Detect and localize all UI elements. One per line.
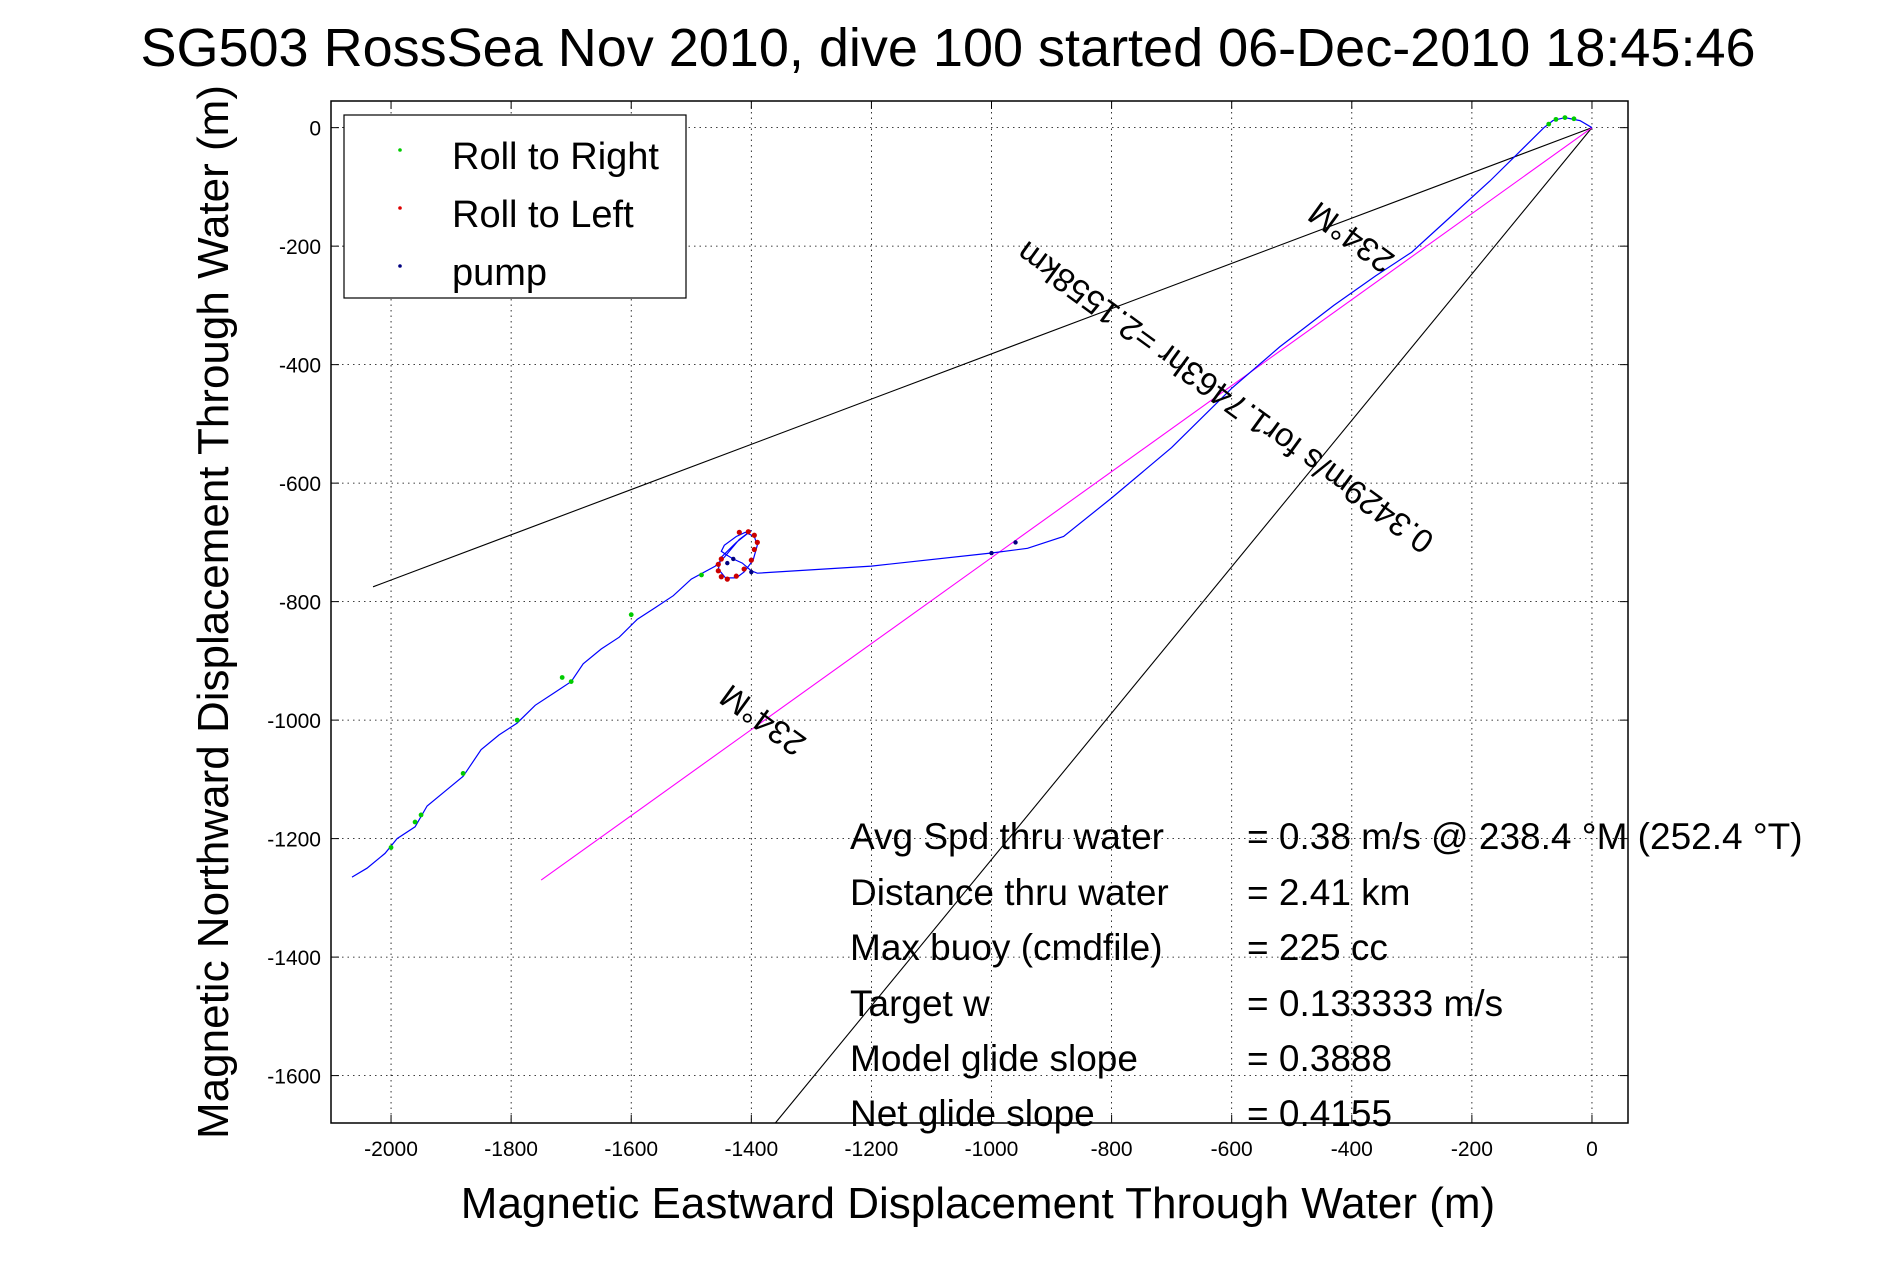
x-tick-label: -2000 <box>364 1138 418 1161</box>
y-tick-label: -1600 <box>267 1066 321 1089</box>
reference-lines <box>372 127 1593 1124</box>
roll-left-point <box>736 529 742 535</box>
x-axis-label: Magnetic Eastward Displacement Through W… <box>461 1179 1495 1228</box>
dive-statistics: Avg Spd thru water = 0.38 m/s @ 238.4 °M… <box>850 816 1803 1134</box>
stat-net-glide-label: Net glide slope <box>850 1093 1095 1134</box>
pump-point <box>989 550 994 556</box>
roll-left-point <box>715 568 721 574</box>
roll-right-point <box>388 845 394 850</box>
track-markers <box>388 115 1577 850</box>
legend-pump-marker <box>398 264 402 268</box>
pump-point <box>731 556 736 562</box>
dive-track <box>351 116 1593 878</box>
roll-left-point <box>754 539 760 545</box>
roll-right-point <box>514 717 520 723</box>
x-tick-label: -1400 <box>724 1138 778 1161</box>
plot-frame <box>330 100 1629 1124</box>
axis-ticks: -2000 -1800 -1600 -1400 -1200 -1000 -800 -600 -4… <box>267 101 1628 1161</box>
roll-left-point <box>724 576 730 582</box>
y-tick-label: -400 <box>279 355 321 378</box>
legend-roll-right-marker <box>398 148 402 152</box>
pump-point <box>749 569 754 575</box>
track-line <box>351 116 1593 878</box>
pump-point <box>1013 540 1018 545</box>
roll-left-point <box>745 529 751 535</box>
stat-distance-value: = 2.41 km <box>1247 872 1411 913</box>
roll-right-point <box>1553 116 1559 122</box>
legend-pump-label: pump <box>452 252 547 294</box>
y-tick-label: -1200 <box>267 829 321 852</box>
x-tick-label: 0 <box>1586 1138 1598 1161</box>
legend-roll-left-label: Roll to Left <box>452 194 634 236</box>
stat-target-w-value: = 0.133333 m/s <box>1247 983 1503 1024</box>
x-tick-label: -1800 <box>484 1138 538 1161</box>
y-axis-label: Magnetic Northward Displacement Through … <box>189 85 238 1139</box>
legend: Roll to Right Roll to Left pump <box>343 114 687 299</box>
x-tick-label: -1600 <box>604 1138 658 1161</box>
reference-line <box>372 127 1593 588</box>
y-tick-label: 0 <box>309 118 321 141</box>
roll-left-point <box>715 561 721 567</box>
x-tick-label: -200 <box>1451 1138 1493 1161</box>
y-tick-label: -1000 <box>267 710 321 733</box>
legend-roll-left-marker <box>398 206 402 210</box>
legend-box <box>343 114 687 299</box>
roll-right-point <box>1562 115 1568 120</box>
y-tick-label: -800 <box>279 592 321 615</box>
pump-point <box>725 560 730 566</box>
roll-left-point <box>718 574 724 580</box>
roll-left-point <box>741 566 747 572</box>
y-tick-label: -1400 <box>267 947 321 970</box>
roll-right-point <box>559 675 565 680</box>
roll-left-point <box>751 532 757 538</box>
roll-right-point <box>628 612 634 618</box>
stat-target-w-label: Target w <box>850 983 990 1024</box>
x-tick-label: -1000 <box>965 1138 1019 1161</box>
x-tick-label: -800 <box>1091 1138 1133 1161</box>
roll-left-point <box>751 546 757 553</box>
roll-right-point <box>460 771 466 776</box>
roll-left-point <box>748 557 754 563</box>
roll-right-point <box>1571 116 1577 122</box>
reference-line <box>540 127 1593 881</box>
reference-line <box>774 127 1593 1124</box>
roll-right-point <box>568 679 574 685</box>
stat-model-glide-value: = 0.3888 <box>1247 1038 1392 1079</box>
stat-avg-speed-value: = 0.38 m/s @ 238.4 °M (252.4 °T) <box>1247 816 1803 857</box>
x-tick-label: -600 <box>1211 1138 1253 1161</box>
roll-right-point <box>418 812 424 818</box>
x-tick-label: -400 <box>1331 1138 1373 1161</box>
roll-left-point <box>718 556 724 562</box>
heading-annotation: 234°M <box>713 677 812 763</box>
stat-net-glide-value: = 0.4155 <box>1247 1093 1392 1134</box>
y-tick-label: -600 <box>279 473 321 496</box>
stat-distance-label: Distance thru water <box>850 872 1169 913</box>
legend-roll-right-label: Roll to Right <box>452 136 659 178</box>
heading-annotation: 234°M <box>1301 195 1400 281</box>
chart-title: SG503 RossSea Nov 2010, dive 100 started… <box>140 18 1755 78</box>
roll-right-point <box>699 572 704 578</box>
stat-avg-speed-label: Avg Spd thru water <box>850 816 1164 857</box>
roll-left-point <box>733 573 739 579</box>
x-tick-label: -1200 <box>845 1138 899 1161</box>
roll-right-point <box>1546 121 1552 127</box>
stat-max-buoy-value: = 225 cc <box>1247 927 1388 968</box>
stat-max-buoy-label: Max buoy (cmdfile) <box>850 927 1163 968</box>
roll-right-point <box>412 819 418 825</box>
stat-model-glide-label: Model glide slope <box>850 1038 1138 1079</box>
y-tick-label: -200 <box>279 236 321 259</box>
